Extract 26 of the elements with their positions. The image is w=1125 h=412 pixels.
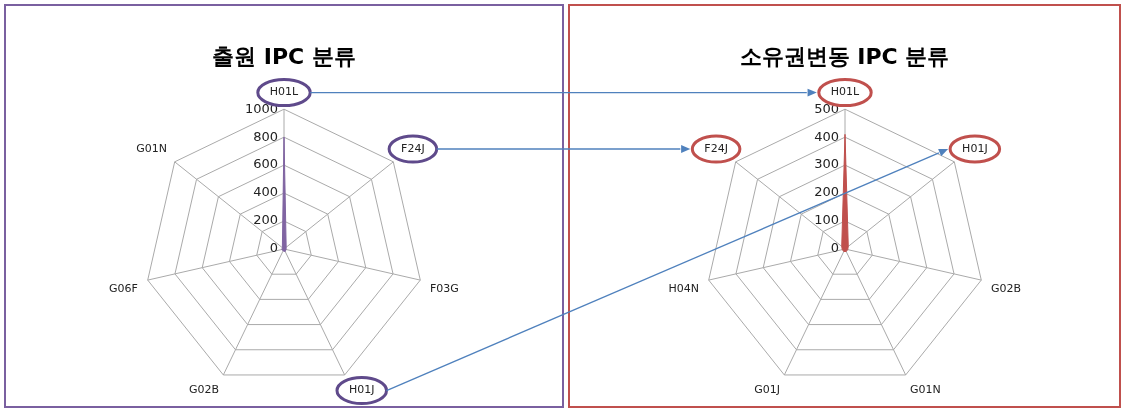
spoke-label: H01J: [962, 141, 988, 155]
spoke-label: G01N: [136, 141, 167, 155]
spoke-label: G02B: [991, 281, 1022, 295]
spoke-label: F24J: [704, 141, 728, 155]
y-tick-label: 800: [253, 128, 278, 144]
chart-title: 출원 IPC 분류: [211, 43, 357, 71]
y-tick-label: 100: [814, 212, 839, 228]
y-tick-label: 200: [253, 212, 278, 228]
spoke-label: F24J: [401, 141, 425, 155]
spoke-label: G01N: [910, 383, 941, 397]
spoke-label: G01J: [754, 383, 780, 397]
spoke-label: G06F: [109, 281, 138, 295]
y-tick-label: 600: [253, 156, 278, 172]
spoke-label: F03G: [430, 281, 459, 295]
spoke-label: H04N: [668, 281, 699, 295]
y-tick-label: 300: [814, 156, 839, 172]
spoke-label: G02B: [188, 383, 219, 397]
spoke-label: H01L: [269, 85, 300, 99]
y-tick-label: 400: [253, 184, 278, 200]
y-tick-label: 400: [814, 128, 839, 144]
y-tick-label: 0: [830, 240, 839, 256]
spoke-label: H01J: [349, 383, 375, 397]
chart-title: 소유권변동 IPC 분류: [738, 43, 951, 71]
y-tick-label: 0: [269, 240, 278, 256]
y-tick-label: 200: [814, 184, 839, 200]
spoke-label: H01L: [830, 85, 861, 99]
